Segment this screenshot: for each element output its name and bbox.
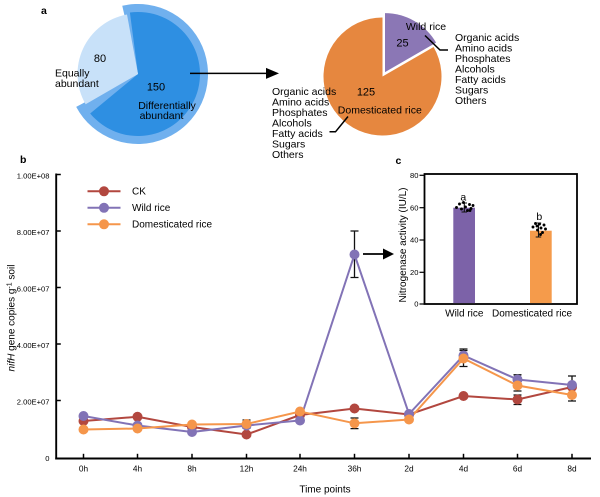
svg-text:80: 80 — [410, 171, 418, 180]
svg-text:4.00E+07: 4.00E+07 — [17, 341, 50, 350]
svg-text:40: 40 — [410, 236, 418, 245]
svg-text:Nitrogenase activity (IU/L): Nitrogenase activity (IU/L) — [398, 187, 409, 302]
svg-text:Organic acids: Organic acids — [455, 32, 519, 44]
svg-text:8.00E+07: 8.00E+07 — [17, 228, 50, 237]
svg-text:125: 125 — [357, 87, 375, 99]
svg-text:8d: 8d — [567, 464, 577, 474]
svg-text:abundant: abundant — [55, 78, 99, 90]
svg-text:150: 150 — [147, 82, 165, 94]
svg-text:Amino acids: Amino acids — [455, 43, 512, 55]
svg-text:b: b — [20, 154, 26, 166]
svg-text:Phosphates: Phosphates — [455, 53, 510, 65]
svg-text:b: b — [536, 211, 542, 223]
svg-text:1.00E+08: 1.00E+08 — [17, 172, 50, 181]
svg-text:Fatty acids: Fatty acids — [455, 74, 506, 86]
svg-text:Domesticated rice: Domesticated rice — [492, 308, 572, 319]
svg-text:Wild rice: Wild rice — [445, 308, 484, 319]
svg-text:Alcohols: Alcohols — [272, 118, 312, 130]
svg-text:Domesticated rice: Domesticated rice — [338, 105, 422, 117]
svg-text:36h: 36h — [348, 464, 362, 474]
svg-text:0: 0 — [414, 300, 418, 309]
svg-text:60: 60 — [410, 203, 418, 212]
svg-text:2.00E+07: 2.00E+07 — [17, 398, 50, 407]
svg-text:80: 80 — [94, 53, 106, 65]
svg-text:a: a — [41, 5, 47, 17]
svg-text:20: 20 — [410, 268, 418, 277]
svg-text:Time points: Time points — [299, 485, 350, 496]
svg-text:Equally: Equally — [55, 68, 90, 80]
svg-text:Sugars: Sugars — [455, 85, 488, 97]
svg-text:Alcohols: Alcohols — [455, 64, 495, 76]
svg-text:Others: Others — [455, 95, 487, 107]
svg-text:8h: 8h — [187, 464, 197, 474]
svg-text:2d: 2d — [404, 464, 414, 474]
svg-text:Amino acids: Amino acids — [272, 97, 329, 109]
svg-text:Fatty acids: Fatty acids — [272, 128, 323, 140]
svg-text:Phosphates: Phosphates — [272, 107, 327, 119]
svg-text:Wild rice: Wild rice — [406, 21, 446, 33]
svg-text:nifH gene copies g-1 soil: nifH gene copies g-1 soil — [6, 265, 18, 372]
svg-text:0: 0 — [45, 454, 49, 463]
svg-text:Organic acids: Organic acids — [272, 86, 336, 98]
svg-text:a: a — [460, 192, 466, 204]
svg-text:25: 25 — [396, 38, 408, 50]
svg-text:6d: 6d — [513, 464, 523, 474]
svg-text:c: c — [396, 155, 402, 167]
svg-text:CK: CK — [132, 187, 146, 198]
svg-text:12h: 12h — [240, 464, 254, 474]
svg-text:Wild rice: Wild rice — [132, 203, 171, 214]
svg-text:abundant: abundant — [140, 110, 184, 122]
svg-text:Sugars: Sugars — [272, 139, 305, 151]
svg-text:Differentially: Differentially — [138, 100, 196, 112]
svg-text:0h: 0h — [79, 464, 89, 474]
svg-text:4d: 4d — [459, 464, 469, 474]
svg-text:Others: Others — [272, 149, 304, 161]
svg-text:6.00E+07: 6.00E+07 — [17, 285, 50, 294]
svg-text:Domesticated rice: Domesticated rice — [132, 220, 212, 231]
svg-text:4h: 4h — [133, 464, 143, 474]
svg-text:24h: 24h — [293, 464, 307, 474]
